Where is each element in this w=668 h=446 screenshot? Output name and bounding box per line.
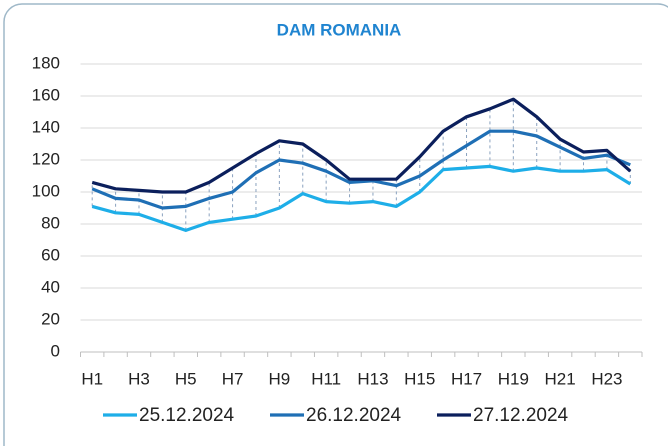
x-tick-label: H17 xyxy=(451,369,482,388)
y-tick-label: 0 xyxy=(51,341,60,360)
legend-label: 26.12.2024 xyxy=(306,405,402,426)
series-line xyxy=(91,97,632,194)
x-tick-label: H21 xyxy=(545,369,576,388)
x-tick-label: H19 xyxy=(498,369,529,388)
y-tick-label: 60 xyxy=(41,245,60,264)
x-tick-label: H1 xyxy=(81,369,103,388)
y-tick-label: 80 xyxy=(41,213,60,232)
x-tick-label: H5 xyxy=(175,369,197,388)
y-tick-label: 40 xyxy=(41,277,60,296)
x-tick-label: H7 xyxy=(222,369,244,388)
y-tick-label: 180 xyxy=(32,53,60,72)
y-tick-label: 140 xyxy=(32,117,60,136)
panel xyxy=(3,3,668,446)
y-tick-label: 120 xyxy=(32,149,60,168)
y-tick-label: 20 xyxy=(41,309,60,328)
y-tick-label: 160 xyxy=(32,85,60,104)
series-line xyxy=(91,129,631,210)
legend-label: 27.12.2024 xyxy=(473,405,569,426)
chart-title: DAM ROMANIA xyxy=(277,20,402,39)
series-line xyxy=(91,164,632,232)
x-tick-label: H3 xyxy=(128,369,150,388)
x-tick-label: H23 xyxy=(591,369,622,388)
x-tick-label: H11 xyxy=(311,369,341,388)
x-tick-label: H15 xyxy=(404,369,435,388)
y-tick-label: 100 xyxy=(32,181,60,200)
x-tick-label: H13 xyxy=(357,369,388,388)
x-tick-label: H9 xyxy=(268,369,290,388)
legend-label: 25.12.2024 xyxy=(139,405,235,426)
